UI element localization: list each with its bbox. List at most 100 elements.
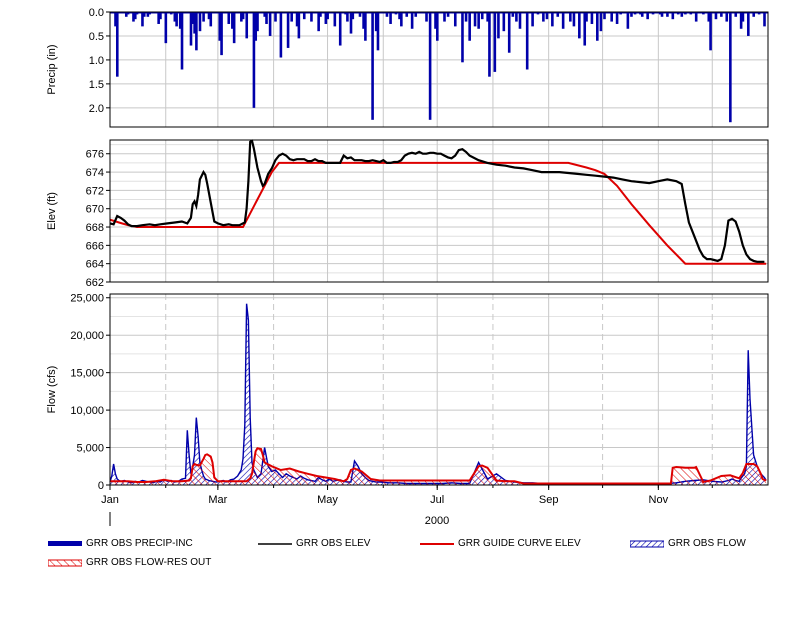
- precip-bar: [364, 12, 367, 41]
- precip-bar: [193, 12, 196, 34]
- legend-label-guide-curve: GRR GUIDE CURVE ELEV: [458, 538, 581, 549]
- precip-bar: [658, 12, 662, 15]
- precip-bar: [256, 12, 259, 32]
- y-tick-label: 2.0: [89, 103, 104, 115]
- precip-bar: [124, 12, 128, 17]
- y-axis-label: Flow (cfs): [46, 366, 58, 414]
- legend-swatch-guide-curve: [420, 542, 454, 545]
- legend-swatch-flow-res-out: [48, 559, 82, 566]
- flow-panel: 0 5,000 10,000 15,000 20,000 25,000 Flow (cfs): [46, 293, 769, 492]
- precip-bar: [268, 12, 272, 36]
- precip-bar: [324, 12, 328, 24]
- plot-frame: [109, 293, 769, 486]
- legend-item-guide-curve: GRR GUIDE CURVE ELEV: [420, 538, 581, 549]
- legend-swatch-precip: [48, 540, 82, 546]
- x-tick-label: Nov: [649, 494, 669, 506]
- precip-bar: [610, 12, 613, 22]
- precip-bar: [159, 12, 162, 20]
- precip-bar: [511, 12, 515, 17]
- precip-bar: [265, 12, 268, 24]
- y-tick-label: 0.5: [89, 31, 104, 43]
- x-tick-label: May: [317, 494, 338, 506]
- precip-bar: [536, 12, 540, 15]
- precip-bar: [245, 12, 249, 39]
- precip-bar: [135, 12, 139, 15]
- precip-bar: [633, 12, 637, 15]
- precip-bar: [453, 12, 457, 27]
- x-tick-label: Sep: [539, 494, 559, 506]
- precip-bar: [351, 12, 355, 20]
- precip-bar: [556, 12, 560, 17]
- precip-bar: [252, 12, 256, 108]
- obs-elev-line: [109, 139, 765, 263]
- precip-bar: [394, 12, 398, 15]
- precip-bar: [507, 12, 511, 53]
- precip-bar: [493, 12, 497, 72]
- precip-bar: [189, 12, 193, 46]
- precip-bar: [590, 12, 594, 24]
- precip-bar: [398, 12, 401, 20]
- y-tick-label: 0.0: [89, 7, 104, 19]
- y-tick-label: 1.0: [89, 55, 104, 67]
- precip-bar: [619, 12, 622, 15]
- precip-bar: [734, 12, 738, 17]
- precip-bar: [461, 12, 464, 63]
- precip-bar: [146, 12, 150, 17]
- precip-bar: [515, 12, 518, 22]
- precip-bar: [425, 12, 428, 22]
- plot-area: [110, 12, 768, 127]
- chart-legend: GRR OBS PRECIP-INC GRR OBS ELEV GRR GUID…: [0, 532, 800, 582]
- precip-bar: [405, 12, 409, 17]
- precip-bar: [689, 12, 693, 15]
- precip-bar: [241, 12, 245, 20]
- precip-bar: [344, 12, 347, 15]
- precip-bar: [747, 12, 750, 36]
- precip-bar: [142, 12, 146, 17]
- precip-bar: [626, 12, 630, 29]
- precip-bar: [666, 12, 669, 17]
- precip-bar: [599, 12, 603, 32]
- precip-bar: [295, 12, 299, 27]
- precip-bar: [385, 12, 389, 17]
- time-axis: Jan Mar May Jul Sep Nov 2000: [101, 485, 713, 527]
- y-tick-label: 670: [86, 204, 104, 216]
- precip-bar: [741, 12, 745, 22]
- precip-bar: [319, 12, 322, 17]
- precip-bar: [640, 12, 644, 17]
- precip-bar: [477, 12, 480, 29]
- precip-bar: [525, 12, 529, 70]
- precip-bar: [169, 12, 173, 15]
- plot-area: [110, 140, 768, 282]
- precip-bar: [115, 12, 119, 77]
- precip-bar: [694, 12, 698, 22]
- precip-bar: [702, 12, 705, 15]
- precip-bar: [297, 12, 301, 39]
- y-tick-label: 676: [86, 149, 104, 161]
- precip-bar: [346, 12, 349, 22]
- precip-bar: [725, 12, 729, 22]
- precip-panel: 0.0 0.5 1.0 1.5 2.0 Precip (in): [46, 7, 769, 128]
- precip-bar: [757, 12, 761, 15]
- y-tick-label: 5,000: [76, 443, 104, 455]
- y-tick-label: 672: [86, 185, 104, 197]
- precip-bar: [671, 12, 675, 20]
- precip-bar: [220, 12, 223, 56]
- precip-bar: [414, 12, 418, 17]
- precip-bar: [583, 12, 587, 46]
- y-tick-label: 668: [86, 222, 104, 234]
- precip-bar: [209, 12, 213, 27]
- precip-bar: [175, 12, 178, 27]
- precip-bar: [326, 12, 329, 20]
- precip-bar: [518, 12, 522, 29]
- legend-item-obs-flow: GRR OBS FLOW: [630, 538, 746, 549]
- precip-bar: [371, 12, 374, 120]
- precip-bar: [446, 12, 450, 17]
- guide-curve-line: [109, 161, 767, 265]
- precip-bar: [198, 12, 202, 32]
- precip-bar: [502, 12, 506, 32]
- precip-bar: [739, 12, 743, 29]
- precip-bar: [191, 12, 195, 24]
- precip-bar: [376, 12, 380, 51]
- plot-frame: [109, 11, 769, 128]
